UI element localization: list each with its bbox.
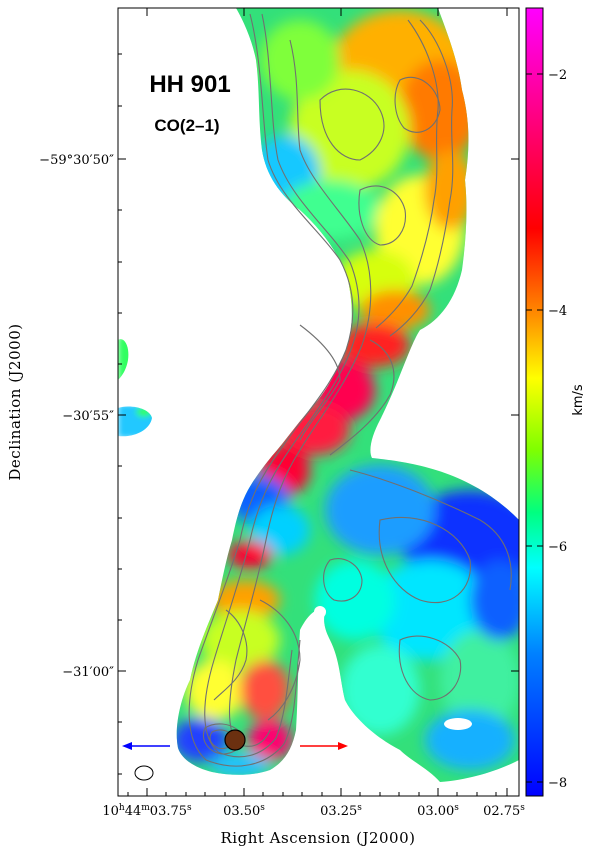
- blue-arrowhead-icon: [122, 742, 132, 750]
- x-tick-label-3: 03.25s: [320, 803, 362, 819]
- x-tick-label-4: 03.00s: [417, 803, 459, 819]
- x-tick-label-2: 03.50s: [223, 803, 265, 819]
- x-axis: [127, 8, 508, 796]
- y-tick-label-3: −31′00″: [62, 665, 114, 680]
- y-tick-label-1: −59°30′50″: [39, 153, 114, 168]
- x-tick-label-5: 02.75s: [483, 803, 525, 819]
- y-axis: [118, 53, 519, 775]
- source-marker: [224, 729, 246, 751]
- colorbar-unit: km/s: [571, 384, 586, 416]
- y-tick-label-2: −30′55″: [62, 409, 114, 424]
- colorbar: −2 −4 −6 −8 km/s: [525, 7, 586, 797]
- colorbar-tick-1: −2: [548, 68, 567, 83]
- figure-title: HH 901: [149, 71, 230, 98]
- outflow-arrows: [122, 742, 348, 750]
- colorbar-gradient: [525, 7, 544, 797]
- beam-ellipse: [134, 765, 154, 781]
- y-axis-title: Declination (J2000): [6, 323, 24, 480]
- colorbar-tick-4: −8: [548, 776, 567, 791]
- red-arrowhead-icon: [338, 742, 348, 750]
- plot-frame: [117, 7, 520, 797]
- x-axis-title: Right Ascension (J2000): [221, 829, 416, 847]
- figure-subtitle: CO(2–1): [154, 116, 219, 135]
- colorbar-tick-2: −4: [548, 304, 567, 319]
- colorbar-tick-3: −6: [548, 540, 567, 555]
- x-tick-label-1: 10h44m03.75s: [102, 803, 192, 819]
- intensity-contours: [188, 13, 512, 767]
